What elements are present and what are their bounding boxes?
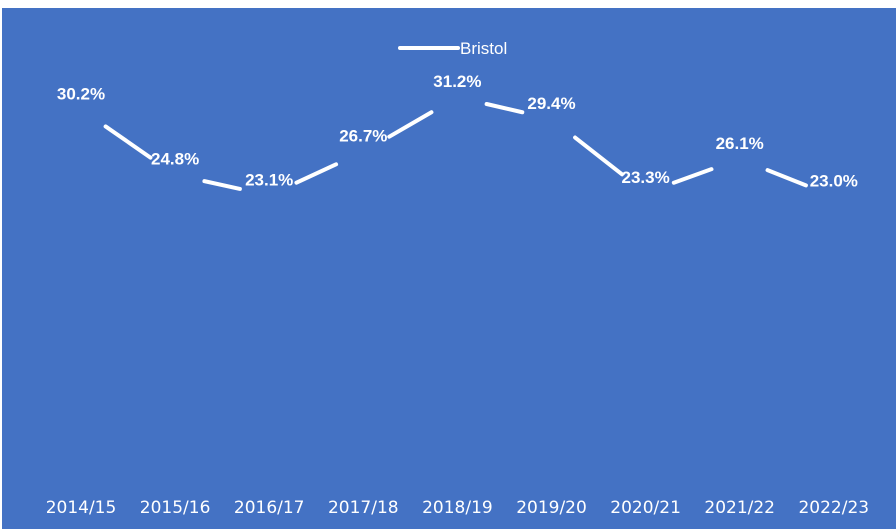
data-labels: 30.2% 24.8% 23.1% 26.7% 31.2% 29.4% 23.3% 26.1%… [57,72,858,190]
series-line-segment [484,101,525,115]
data-label: 23.0% [810,172,858,191]
series-line-segment [294,162,339,185]
series-line-segment [573,135,625,177]
series-line-segment [103,124,153,160]
data-label: 30.2% [57,84,105,103]
x-tick-label: 2019/20 [516,498,587,518]
data-label: 23.1% [245,170,293,189]
line-chart: Bristol 30.2% 24.8% 23.1% 26.7% 31.2% 29.4% 23… [46,39,869,518]
data-label: 24.8% [151,150,199,169]
series-line [103,101,808,191]
x-tick-label: 2016/17 [234,498,305,518]
data-label: 26.7% [339,127,387,146]
x-tick-label: 2015/16 [140,498,211,518]
chart-area: Bristol 30.2% 24.8% 23.1% 26.7% 31.2% 29.4% 23… [2,8,896,529]
data-label: 31.2% [433,72,481,91]
drop-lines [80,97,835,475]
data-label: 26.1% [716,134,764,153]
x-tick-label: 2020/21 [610,498,681,518]
x-tick-label: 2018/19 [422,498,493,518]
x-tick-label: 2022/23 [798,498,869,518]
series-line-segment [202,179,242,191]
x-tick-label: 2017/18 [328,498,399,518]
data-label: 23.3% [621,168,669,187]
series-line-segment [765,168,808,188]
legend-label: Bristol [460,39,507,58]
series-line-segment [671,167,714,185]
chart-legend: Bristol [398,39,507,58]
series-line-segment [387,110,434,139]
data-label: 29.4% [527,94,575,113]
x-tick-label: 2014/15 [46,498,117,518]
x-axis-ticks: 2014/15 2015/16 2016/17 2017/18 2018/19 2019/… [46,498,869,518]
x-tick-label: 2021/22 [704,498,775,518]
